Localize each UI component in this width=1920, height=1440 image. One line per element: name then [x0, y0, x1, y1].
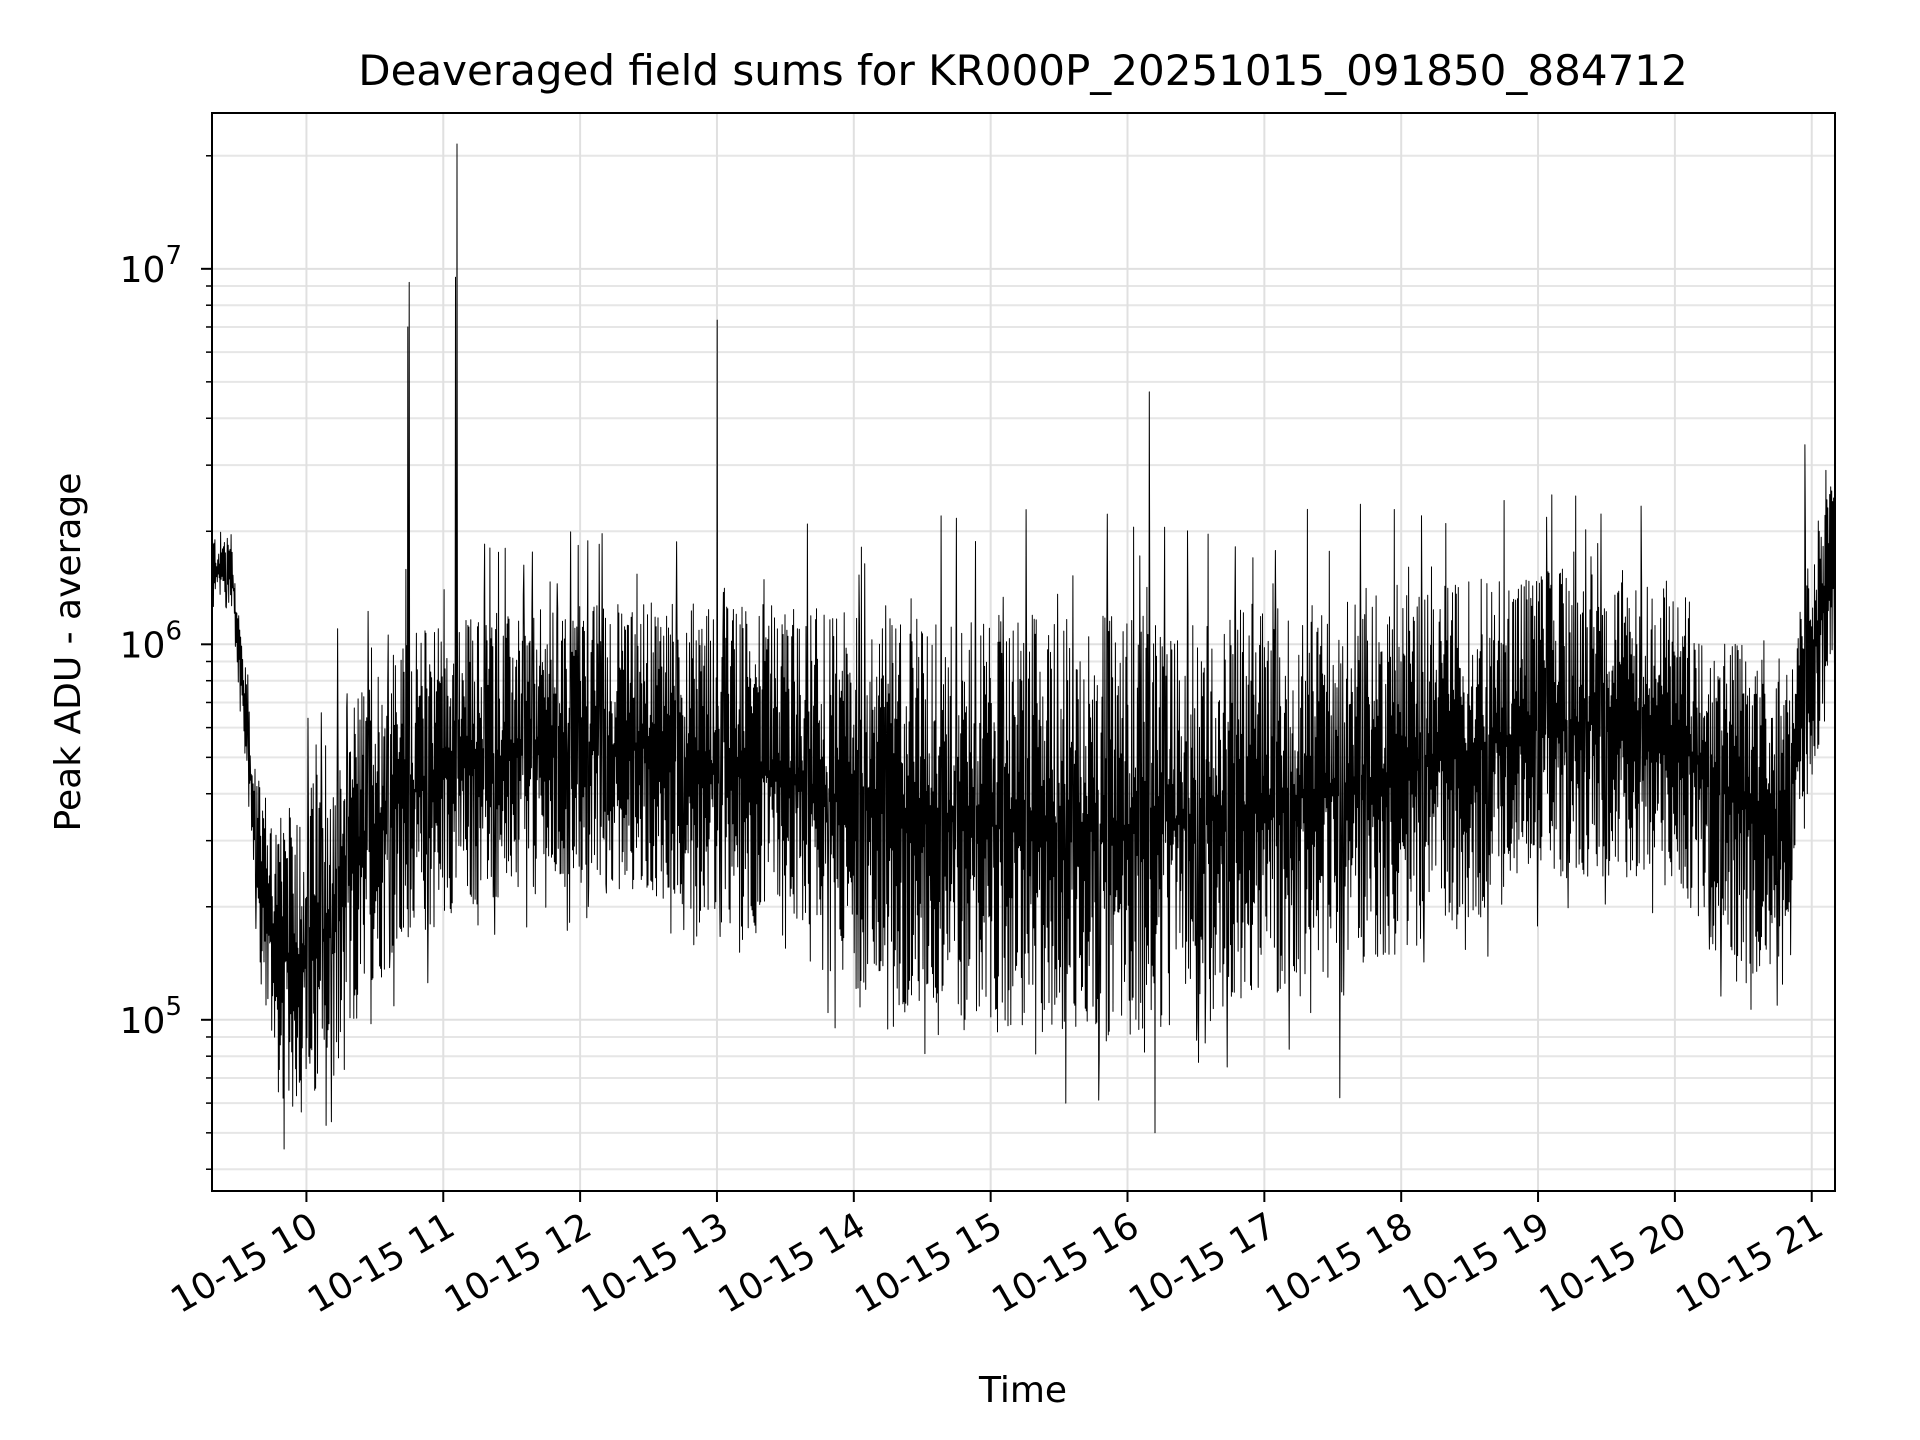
plot-area-frame — [211, 112, 1836, 1192]
y-tick-label: 105 — [120, 992, 182, 1042]
x-axis-label: Time — [978, 1370, 1067, 1411]
series-layer — [211, 143, 1836, 1150]
y-tick-label: 107 — [120, 241, 182, 291]
chart-title: Deaveraged field sums for KR000P_2025101… — [358, 46, 1688, 95]
data-series-line — [211, 143, 1836, 1150]
y-axis: 105 106 107 — [120, 155, 212, 1170]
y-axis-label: Peak ADU - average — [48, 473, 89, 832]
major-gridlines — [212, 113, 1835, 1191]
y-tick-label: 106 — [120, 616, 182, 666]
